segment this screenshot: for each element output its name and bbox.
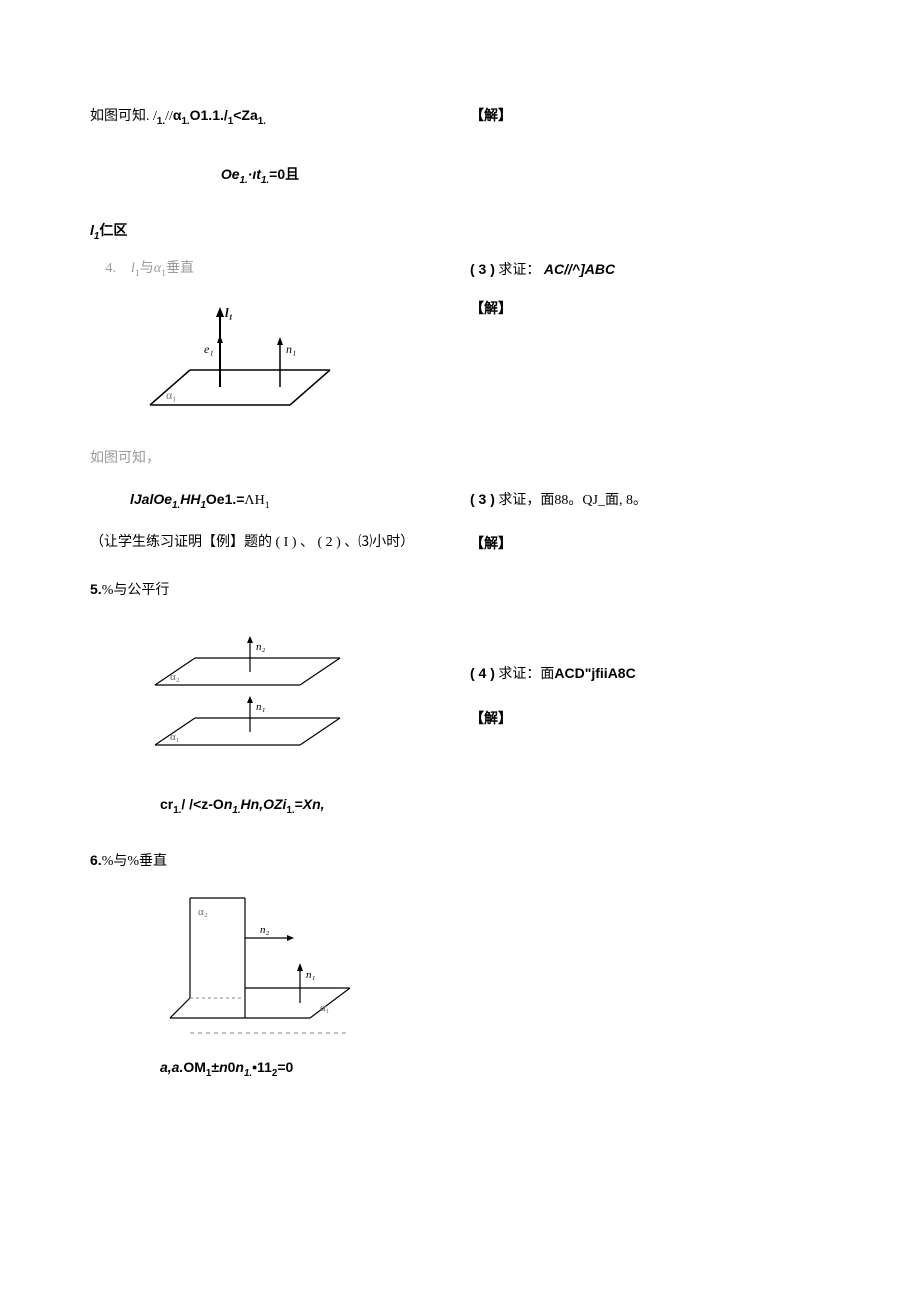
row-1: 如图可知. /1.//α1.O1.1./1<Za1. 【解】: [90, 100, 830, 133]
section-5-heading: 5.%与公平行: [90, 578, 830, 602]
as-shown-text-1: 如图可知，: [90, 448, 410, 470]
svg-text:α₁: α₁: [320, 1002, 330, 1014]
svg-text:l₁: l₁: [225, 305, 233, 320]
diagram-1-row: l₁ e₁ n₁ α₁ 如图可知， 【解】: [90, 287, 830, 474]
section-4-row: 4. l1与α1垂直 ( 3 ) 求证： AC//^]ABC: [90, 254, 830, 286]
svg-text:α₁: α₁: [166, 388, 176, 402]
formula-2-row: lJalOe1.HH1Oe1.=ΛH1 ( 3 ) 求证，面88。QJ_面, 8…: [90, 484, 830, 517]
formula-4: a,a.OM1±n0n1.•112=0: [90, 1056, 830, 1081]
svg-text:n₁: n₁: [306, 969, 316, 981]
question-3a: ( 3 ) 求证： AC//^]ABC: [410, 258, 830, 282]
formula-2: lJalOe1.HH1Oe1.=ΛH1: [90, 488, 410, 513]
svg-text:n₂: n₂: [260, 924, 270, 936]
l1-region-text: l1仁区: [90, 219, 830, 244]
formula-3: cr1./ /<z-On1.Hn,OZi1.=Xn,: [90, 793, 830, 818]
svg-text:n₂: n₂: [256, 641, 266, 653]
solution-label-2: 【解】: [410, 297, 830, 319]
formula-1: Oe1.·ıt1.=0且: [90, 163, 830, 188]
practice-text: （让学生练习证明【例】题的 ( I ) 、 ( 2 ) 、⑶小时）: [90, 532, 410, 554]
diagram-2: n₂ α₂ n₁ α₁: [130, 630, 410, 775]
svg-text:e₁: e₁: [204, 342, 214, 356]
solution-label-3: 【解】: [410, 532, 830, 554]
parallel-planes-svg: n₂ α₂ n₁ α₁: [130, 630, 360, 770]
question-3b: ( 3 ) 求证，面88。QJ_面, 8。: [410, 488, 830, 512]
perpendicular-line-plane-svg: l₁ e₁ n₁ α₁: [130, 295, 340, 435]
svg-text:α₂: α₂: [170, 671, 180, 683]
perpendicular-planes-svg: α₂ n₂ n₁ α₁: [160, 883, 370, 1043]
svg-text:α₁: α₁: [170, 731, 180, 743]
diagram-3: α₂ n₂ n₁ α₁: [160, 883, 830, 1048]
practice-row: （让学生练习证明【例】题的 ( I ) 、 ( 2 ) 、⑶小时） 【解】: [90, 528, 830, 558]
fig-known-text: 如图可知. /1.//α1.O1.1./1<Za1.: [90, 104, 410, 129]
diagram-2-row: n₂ α₂ n₁ α₁ ( 4 ) 求证：面ACD"jfiiA8C 【解】: [90, 622, 830, 783]
solution-label-1: 【解】: [410, 104, 830, 126]
question-4: ( 4 ) 求证：面ACD"jfiiA8C: [470, 662, 830, 686]
section-6-heading: 6.%与%垂直: [90, 849, 830, 873]
solution-label-4: 【解】: [470, 707, 830, 729]
svg-text:n₁: n₁: [256, 701, 266, 713]
svg-text:α₂: α₂: [198, 906, 208, 918]
diagram-1: l₁ e₁ n₁ α₁: [130, 295, 410, 440]
section-4-heading: 4. l1与α1垂直: [90, 258, 410, 281]
svg-text:n₁: n₁: [286, 342, 296, 356]
